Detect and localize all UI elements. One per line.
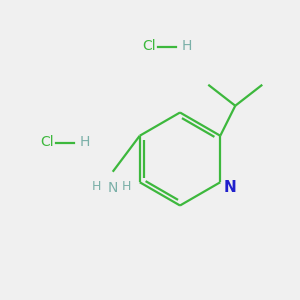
Text: Cl: Cl [40,136,54,149]
Text: H: H [80,136,90,149]
Text: H: H [92,180,101,193]
Text: Cl: Cl [142,40,156,53]
Text: H: H [122,180,131,193]
Text: N: N [107,181,118,195]
Text: N: N [224,181,236,196]
Text: H: H [182,40,192,53]
